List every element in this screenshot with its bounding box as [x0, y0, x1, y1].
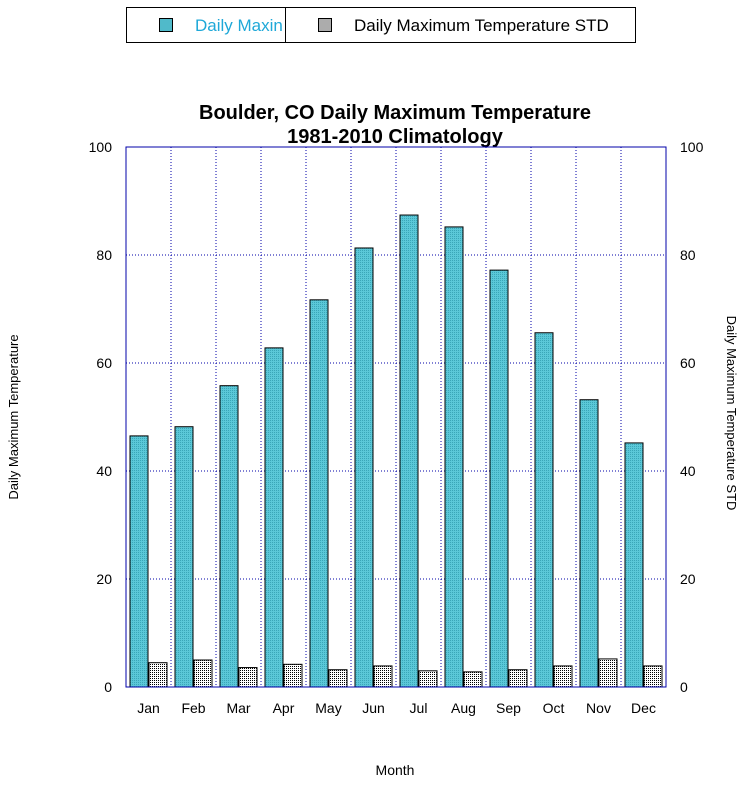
- bar-std: [598, 658, 618, 688]
- legend-label-std: Daily Maximum Temperature STD: [354, 16, 609, 35]
- x-tick-label: Jun: [362, 700, 385, 716]
- x-axis-label: Month: [376, 762, 415, 778]
- bar-std: [553, 665, 573, 688]
- bar-temperature: [129, 435, 149, 688]
- bar-temperature: [444, 226, 464, 688]
- x-tick-label: Apr: [273, 700, 295, 716]
- bar-std: [148, 662, 168, 688]
- y-tick-label-right: 60: [680, 355, 696, 371]
- x-tick-label: Oct: [543, 700, 565, 716]
- bar-std: [328, 669, 348, 688]
- bar-std: [508, 669, 528, 688]
- y-tick-label-left: 100: [89, 139, 113, 155]
- x-tick-label: Mar: [226, 700, 250, 716]
- y-axis-label: Daily Maximum Temperature: [6, 334, 21, 499]
- bar-temperature: [534, 332, 554, 688]
- plot-frame: [125, 146, 667, 688]
- y-tick-label-right: 100: [680, 139, 704, 155]
- y-tick-label-left: 80: [96, 247, 112, 263]
- x-tick-label: Jan: [137, 700, 160, 716]
- x-tick-label: Nov: [586, 700, 611, 716]
- bar-temperature: [579, 399, 599, 688]
- y-tick-label-right: 40: [680, 463, 696, 479]
- bar-std: [283, 663, 303, 688]
- x-tick-label: Feb: [181, 700, 205, 716]
- legend-swatch-temperature: [159, 18, 173, 32]
- x-tick-label: Jul: [410, 700, 428, 716]
- legend-box-2: Daily Maximum Temperature STD: [285, 7, 636, 43]
- bar-temperature: [219, 385, 239, 688]
- bar-temperature: [264, 347, 284, 688]
- x-tick-label: Dec: [631, 700, 656, 716]
- bar-temperature: [309, 299, 329, 688]
- legend-swatch-std: [318, 18, 332, 32]
- y-axis-label-right: Daily Maximum Temperature STD: [724, 316, 739, 511]
- y-tick-label-right: 20: [680, 571, 696, 587]
- legend-label-temperature: Daily Maxin: [195, 16, 283, 35]
- bar-temperature: [354, 247, 374, 688]
- bar-std: [373, 665, 393, 688]
- chart-subtitle: 1981-2010 Climatology: [287, 126, 503, 148]
- x-tick-label: Sep: [496, 700, 521, 716]
- x-tick-label: May: [315, 700, 341, 716]
- y-tick-label-left: 20: [96, 571, 112, 587]
- y-tick-label-right: 0: [680, 679, 688, 695]
- bar-std: [193, 659, 213, 688]
- bar-std: [463, 671, 483, 688]
- chart-title: Boulder, CO Daily Maximum Temperature: [199, 102, 591, 124]
- bar-std: [643, 665, 663, 688]
- grid-lines: [126, 147, 666, 687]
- y-tick-label-left: 60: [96, 355, 112, 371]
- y-tick-label-left: 0: [104, 679, 112, 695]
- bar-std: [418, 670, 438, 688]
- bars: [129, 214, 663, 688]
- x-tick-label: Aug: [451, 700, 476, 716]
- y-tick-label-right: 80: [680, 247, 696, 263]
- y-tick-label-left: 40: [96, 463, 112, 479]
- bar-temperature: [624, 442, 644, 688]
- tick-labels: Jan Feb Mar Apr May Jun Jul Aug Sep Oct Nov Dec 0 0 20…: [89, 139, 704, 716]
- bar-temperature: [174, 426, 194, 688]
- bar-std: [238, 667, 258, 688]
- legend-box-1: Daily Maxin: [126, 7, 286, 43]
- bar-temperature: [399, 214, 419, 688]
- bar-temperature: [489, 269, 509, 688]
